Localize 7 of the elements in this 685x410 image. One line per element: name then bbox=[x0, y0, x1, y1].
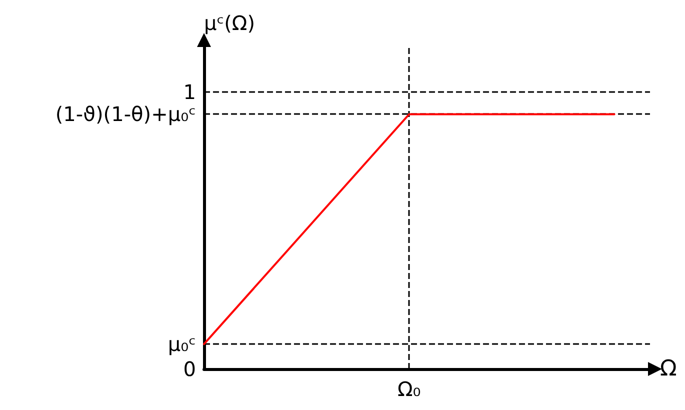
y-tick-label: 1 bbox=[183, 80, 196, 104]
x-axis-title: Ω bbox=[660, 356, 677, 382]
y-tick-label: μ₀ᶜ bbox=[168, 332, 196, 356]
x-tick-label: Ω₀ bbox=[397, 377, 421, 401]
y-axis-title: μᶜ(Ω) bbox=[204, 11, 256, 35]
y-tick-label: 0 bbox=[183, 357, 196, 381]
y-tick-label: (1-ϑ)(1-θ)+μ₀ᶜ bbox=[55, 102, 196, 126]
